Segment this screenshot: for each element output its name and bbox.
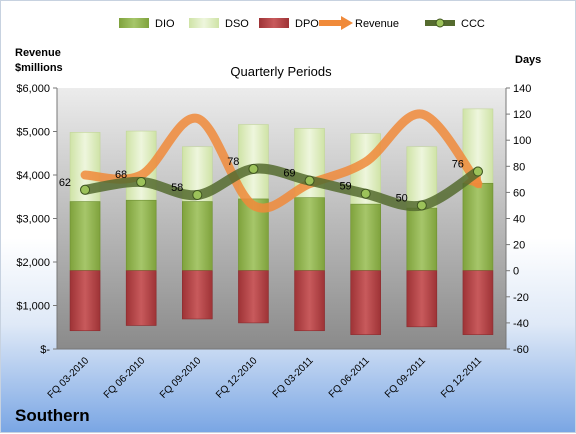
x-tick-label: FQ 12-2011: [439, 355, 484, 400]
x-tick-label: FQ 09-2010: [158, 355, 204, 401]
dio-bar: [294, 197, 325, 271]
dio-bar: [69, 201, 101, 272]
y-left-label-line1: Revenue: [15, 47, 61, 59]
y-right-tick-label: -40: [513, 318, 529, 330]
y-left-tick-label: $1,000: [16, 301, 50, 313]
ccc-point: [416, 200, 427, 211]
company-name: Southern: [15, 406, 90, 425]
y-right-tick-label: -60: [513, 344, 529, 356]
y-right-tick-label: 140: [513, 83, 531, 95]
y-left-label-line2: $millions: [15, 62, 63, 74]
y-right-tick-label: 80: [513, 161, 525, 173]
y-left-tick-label: $5,000: [16, 127, 50, 139]
x-tick-label: FQ 12-2010: [214, 355, 260, 401]
y-right-tick-label: 60: [513, 187, 525, 199]
ccc-point: [472, 166, 483, 177]
dpo-bar: [294, 270, 325, 332]
legend-label: DPO: [295, 18, 319, 30]
y-right-tick-label: 100: [513, 135, 531, 147]
y-left-tick-label: $6,000: [16, 83, 50, 95]
dio-bar: [125, 199, 157, 271]
legend-swatch-marker: [435, 18, 445, 28]
dpo-bar: [125, 270, 157, 326]
ccc-point: [360, 188, 371, 199]
y-left-tick-label: $2,000: [16, 257, 50, 269]
dpo-bar: [182, 270, 213, 320]
y-right-label: Days: [515, 54, 541, 66]
ccc-point: [136, 176, 147, 187]
y-right-tick-label: 0: [513, 266, 519, 278]
dio-bar: [350, 203, 381, 272]
y-right-tick-label: 40: [513, 214, 525, 226]
legend-label: DSO: [225, 18, 249, 30]
ccc-point: [192, 190, 203, 201]
dpo-bar: [350, 270, 381, 335]
ccc-point: [248, 163, 259, 174]
dio-bar: [406, 207, 438, 271]
y-right-tick-label: 120: [513, 109, 531, 121]
legend-swatch: [259, 18, 289, 28]
ccc-point: [304, 175, 315, 186]
legend-swatch: [189, 18, 219, 28]
dio-bar: [182, 201, 213, 272]
dpo-bar: [406, 270, 438, 328]
x-tick-label: FQ 03-2011: [271, 355, 316, 400]
dio-bar: [462, 182, 494, 271]
ccc-data-label: 59: [339, 181, 351, 193]
legend-label: DIO: [155, 18, 175, 30]
ccc-data-label: 78: [227, 156, 239, 168]
ccc-data-label: 69: [283, 168, 295, 180]
y-left-tick-label: $-: [40, 344, 50, 356]
y-left-tick-label: $3,000: [16, 214, 50, 226]
x-tick-label: FQ 03-2010: [46, 355, 92, 401]
x-tick-label: FQ 09-2011: [383, 355, 428, 400]
ccc-data-label: 58: [171, 182, 183, 194]
y-right-tick-label: 20: [513, 240, 525, 252]
dpo-bar: [69, 270, 101, 332]
y-left-tick-label: $4,000: [16, 170, 50, 182]
ccc-point: [80, 184, 91, 195]
chart-title: Quarterly Periods: [230, 64, 332, 79]
revenue-line: [80, 109, 483, 213]
dpo-bar: [462, 270, 494, 335]
ccc-data-label: 68: [115, 169, 127, 181]
x-tick-label: FQ 06-2010: [102, 355, 148, 401]
ccc-data-label: 50: [396, 192, 408, 204]
ccc-data-label: 62: [59, 177, 71, 189]
x-tick-label: FQ 06-2011: [327, 355, 372, 400]
ccc-data-label: 76: [452, 159, 464, 171]
legend-label: Revenue: [355, 18, 399, 30]
legend-label: CCC: [461, 18, 485, 30]
legend-swatch: [119, 18, 149, 28]
legend-swatch-arrow: [341, 16, 353, 30]
y-right-tick-label: -20: [513, 292, 529, 304]
dpo-bar: [238, 270, 269, 324]
